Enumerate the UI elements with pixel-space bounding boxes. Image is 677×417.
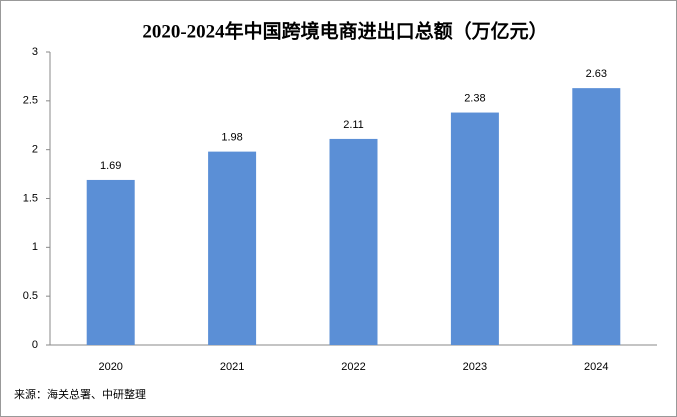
y-tick-label: 3	[32, 46, 38, 58]
value-label: 2.38	[464, 92, 485, 104]
x-tick-label: 2021	[220, 361, 244, 373]
bar	[329, 138, 378, 345]
x-tick-label: 2020	[98, 361, 122, 373]
x-tick-label: 2023	[463, 361, 487, 373]
bar	[450, 112, 499, 345]
y-tick-label: 0.5	[23, 290, 38, 302]
bar	[208, 151, 257, 345]
bar	[86, 179, 135, 345]
x-tick-label: 2024	[584, 361, 608, 373]
y-tick-label: 2.5	[23, 95, 38, 107]
y-tick-label: 1	[32, 241, 38, 253]
x-tick-label: 2022	[341, 361, 365, 373]
value-label: 2.11	[343, 119, 364, 131]
value-label: 1.69	[100, 160, 121, 172]
value-label: 2.63	[586, 68, 607, 80]
y-tick-label: 2	[32, 144, 38, 156]
value-label: 1.98	[221, 132, 242, 144]
bar	[572, 88, 621, 346]
y-tick-label: 0	[32, 339, 38, 351]
source-note: 来源：海关总署、中研整理	[14, 387, 146, 401]
chart-title: 2020-2024年中国跨境电商进出口总额（万亿元）	[142, 19, 547, 42]
y-tick-label: 1.5	[23, 192, 38, 204]
